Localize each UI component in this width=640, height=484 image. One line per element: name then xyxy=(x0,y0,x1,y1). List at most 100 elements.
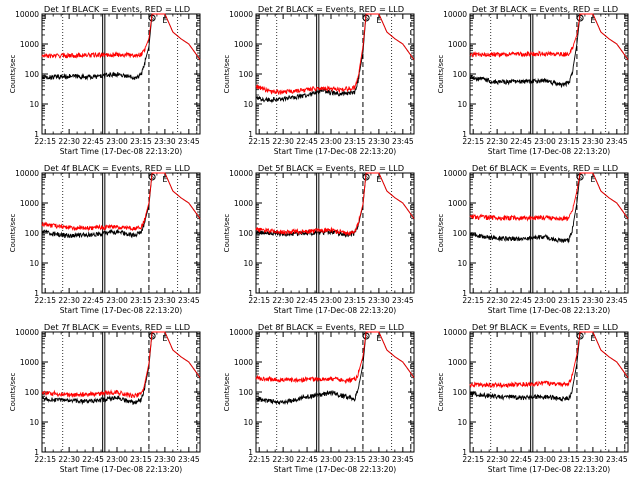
x-tick-label: 22:45 xyxy=(296,137,318,146)
x-tick-label: 23:30 xyxy=(368,137,390,146)
x-tick-label: 22:30 xyxy=(486,296,508,305)
panel-det-9: Det 9f BLACK = Events, RED = LLD 1 10 100 10… xyxy=(437,322,629,474)
plot-frame xyxy=(469,331,629,453)
start-marker-label: S xyxy=(364,174,368,181)
y-tick-label: 100 xyxy=(239,229,254,238)
panel-det-4: Det 4f BLACK = Events, RED = LLD 1 10 100 10… xyxy=(9,163,201,315)
x-axis-label: Start Time (17-Dec-08 22:13:20) xyxy=(274,306,396,315)
x-tick-label: 23:30 xyxy=(582,296,604,305)
x-tick-label: 23:30 xyxy=(582,137,604,146)
y-tick-label: 10 xyxy=(243,418,253,427)
panel-det-7: Det 7f BLACK = Events, RED = LLD 1 10 100 10… xyxy=(9,322,201,474)
x-tick-label: 22:15 xyxy=(248,137,270,146)
y-tick-label: 1000 xyxy=(234,40,253,49)
x-tick-label: 23:00 xyxy=(106,455,128,464)
x-tick-label: 23:45 xyxy=(178,455,200,464)
x-axis-label: Start Time (17-Dec-08 22:13:20) xyxy=(60,306,182,315)
panel-det-8: Det 8f BLACK = Events, RED = LLD 1 10 100 10… xyxy=(223,322,415,474)
series-lld-line xyxy=(469,331,629,389)
end-marker-label: E xyxy=(590,334,595,343)
y-tick-label: 1 xyxy=(34,130,39,139)
plot-frame xyxy=(469,172,629,294)
x-tick-label: 23:45 xyxy=(178,137,200,146)
y-tick-label: 1000 xyxy=(234,358,253,367)
y-axis-label: Counts/sec xyxy=(9,55,17,94)
series-events-line xyxy=(469,13,629,89)
x-axis-label: Start Time (17-Dec-08 22:13:20) xyxy=(274,465,396,474)
y-tick-label: 1 xyxy=(34,289,39,298)
x-tick-label: 22:45 xyxy=(82,455,104,464)
start-marker-label: S xyxy=(364,333,368,340)
y-tick-label: 10 xyxy=(29,100,39,109)
y-tick-label: 1000 xyxy=(448,358,467,367)
x-axis-label: Start Time (17-Dec-08 22:13:20) xyxy=(60,465,182,474)
y-tick-label: 1 xyxy=(34,448,39,457)
panel-det-2: Det 2f BLACK = Events, RED = LLD 1 10 100 10… xyxy=(223,4,415,156)
x-axis-label: Start Time (17-Dec-08 22:13:20) xyxy=(274,147,396,156)
x-tick-label: 22:30 xyxy=(486,137,508,146)
y-axis-label: Counts/sec xyxy=(437,55,445,94)
panel-title: Det 6f BLACK = Events, RED = LLD xyxy=(472,163,618,173)
y-tick-label: 10000 xyxy=(443,328,467,337)
x-tick-label: 22:15 xyxy=(248,296,270,305)
y-tick-label: 1 xyxy=(248,448,253,457)
y-axis-label: Counts/sec xyxy=(9,373,17,412)
panel-title: Det 9f BLACK = Events, RED = LLD xyxy=(472,322,618,332)
x-tick-label: 22:30 xyxy=(272,455,294,464)
y-tick-label: 100 xyxy=(453,229,468,238)
y-tick-label: 10000 xyxy=(229,169,253,178)
x-tick-label: 22:45 xyxy=(82,137,104,146)
x-tick-label: 22:45 xyxy=(510,455,532,464)
y-axis-label: Counts/sec xyxy=(223,214,231,253)
x-tick-label: 23:00 xyxy=(106,296,128,305)
y-tick-label: 10 xyxy=(457,259,467,268)
y-tick-label: 1000 xyxy=(20,199,39,208)
y-tick-label: 1 xyxy=(248,130,253,139)
end-marker-label: E xyxy=(590,16,595,25)
panel-title: Det 1f BLACK = Events, RED = LLD xyxy=(44,4,190,14)
panel-title: Det 2f BLACK = Events, RED = LLD xyxy=(258,4,404,14)
series-lld-line xyxy=(469,13,629,60)
panel-det-1: Det 1f BLACK = Events, RED = LLD 1 10 100 10… xyxy=(9,4,201,156)
start-marker-label: S xyxy=(150,174,154,181)
x-tick-label: 23:15 xyxy=(130,296,152,305)
start-marker-label: S xyxy=(578,174,582,181)
x-tick-label: 23:15 xyxy=(558,455,580,464)
end-marker-label: E xyxy=(590,175,595,184)
x-tick-label: 22:45 xyxy=(296,296,318,305)
y-tick-label: 10 xyxy=(29,259,39,268)
y-tick-label: 1000 xyxy=(234,199,253,208)
panel-title: Det 7f BLACK = Events, RED = LLD xyxy=(44,322,190,332)
y-axis-label: Counts/sec xyxy=(9,214,17,253)
panel-det-6: Det 6f BLACK = Events, RED = LLD 1 10 100 10… xyxy=(437,163,629,315)
y-tick-label: 100 xyxy=(25,70,40,79)
panel-title: Det 5f BLACK = Events, RED = LLD xyxy=(258,163,404,173)
x-tick-label: 23:00 xyxy=(534,137,556,146)
y-tick-label: 10000 xyxy=(15,10,39,19)
y-tick-label: 1 xyxy=(462,289,467,298)
y-tick-label: 10000 xyxy=(15,169,39,178)
y-tick-label: 1000 xyxy=(448,199,467,208)
x-tick-label: 23:15 xyxy=(344,455,366,464)
start-marker-label: S xyxy=(364,15,368,22)
x-tick-label: 22:45 xyxy=(510,137,532,146)
y-tick-label: 10 xyxy=(243,259,253,268)
x-tick-label: 22:30 xyxy=(486,455,508,464)
x-tick-label: 23:15 xyxy=(344,137,366,146)
panel-det-3: Det 3f BLACK = Events, RED = LLD 1 10 100 10… xyxy=(437,4,629,156)
series-lld-line xyxy=(255,13,415,95)
x-tick-label: 23:00 xyxy=(534,296,556,305)
plot-frame xyxy=(41,13,201,135)
x-tick-label: 22:45 xyxy=(510,296,532,305)
x-tick-label: 23:30 xyxy=(368,455,390,464)
series-events-line xyxy=(41,13,201,81)
end-marker-label: E xyxy=(376,175,381,184)
series-lld-line xyxy=(41,331,201,399)
panel-title: Det 3f BLACK = Events, RED = LLD xyxy=(472,4,618,14)
x-tick-label: 22:15 xyxy=(462,455,484,464)
start-marker-label: S xyxy=(578,333,582,340)
y-axis-label: Counts/sec xyxy=(437,214,445,253)
y-tick-label: 10000 xyxy=(443,10,467,19)
end-marker-label: E xyxy=(376,16,381,25)
